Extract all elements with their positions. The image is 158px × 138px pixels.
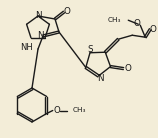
Text: N: N <box>97 75 104 83</box>
Text: NH: NH <box>20 43 33 52</box>
Text: CH₃: CH₃ <box>108 17 121 23</box>
Text: O: O <box>124 64 131 73</box>
Text: O: O <box>64 7 70 17</box>
Text: O: O <box>150 25 157 34</box>
Text: O: O <box>53 106 60 115</box>
Text: N: N <box>37 30 43 39</box>
Text: N: N <box>35 11 41 21</box>
Text: S: S <box>87 45 93 54</box>
Text: CH₃: CH₃ <box>73 108 86 113</box>
Text: O: O <box>134 19 141 28</box>
